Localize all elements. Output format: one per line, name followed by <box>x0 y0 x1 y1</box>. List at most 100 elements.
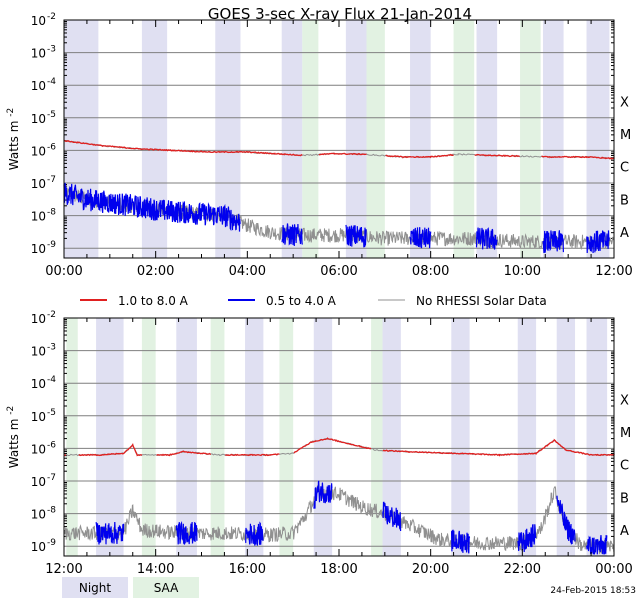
saa-band <box>453 20 475 258</box>
night-band <box>64 20 99 258</box>
panel-bottom: 10-210-310-410-510-610-710-810 -9XMCBA12:… <box>6 310 633 577</box>
y-tick-exponent: -7 <box>47 175 56 185</box>
flare-class-c: C <box>620 161 629 176</box>
series-long <box>156 450 212 457</box>
y-tick-exponent: -6 <box>47 440 56 450</box>
y-axis-title: Watts m -2 <box>6 406 21 468</box>
panel-top: 10-210-310-410-510-610-710-810 -9XMCBA00:… <box>6 12 633 279</box>
saa-band <box>279 318 294 556</box>
y-tick-exponent: -9 <box>47 538 56 548</box>
x-tick-label: 02:00 <box>137 264 174 279</box>
y-tick-exponent: -8 <box>47 208 56 218</box>
series-short <box>586 230 610 254</box>
night-band <box>586 318 608 556</box>
y-tick-label: 10 <box>31 442 46 456</box>
y-tick-exponent: -4 <box>47 77 56 87</box>
saa-band <box>520 20 541 258</box>
y-tick-label: 10 <box>31 540 46 554</box>
legend-long-label: 1.0 to 8.0 A <box>118 294 189 308</box>
x-tick-label: 00:00 <box>595 562 632 577</box>
y-tick-label: 10 <box>31 242 46 256</box>
x-tick-label: 22:00 <box>504 562 541 577</box>
flare-class-b: B <box>620 491 629 506</box>
night-band <box>451 318 470 556</box>
series-short <box>313 480 333 509</box>
legend-saa-label: SAA <box>154 581 179 595</box>
x-tick-label: 00:00 <box>45 264 82 279</box>
saa-band <box>141 318 156 556</box>
y-tick-label: 10 <box>31 312 46 326</box>
y-tick-label: 10 <box>31 47 46 61</box>
y-tick-label: 10 <box>31 377 46 391</box>
night-band <box>313 318 333 556</box>
series-short <box>586 535 608 555</box>
series-short <box>281 223 303 247</box>
x-tick-label: 12:00 <box>45 562 82 577</box>
y-tick-exponent: -2 <box>47 12 56 22</box>
series-short <box>245 521 264 546</box>
y-tick-label: 10 <box>31 210 46 224</box>
night-band <box>542 20 564 258</box>
legend-rhessi-label: No RHESSI Solar Data <box>416 294 547 308</box>
series-short <box>63 182 241 232</box>
chart-title: GOES 3-sec X-ray Flux 21-Jan-2014 <box>208 5 472 23</box>
y-tick-label: 10 <box>31 144 46 158</box>
y-tick-exponent: -4 <box>47 375 56 385</box>
saa-band <box>371 318 383 556</box>
y-tick-label: 10 <box>31 177 46 191</box>
series-short <box>542 230 564 254</box>
flare-class-c: C <box>620 459 629 474</box>
series-short <box>345 224 367 248</box>
series-long <box>63 139 303 157</box>
y-axis-title: Watts m -2 <box>6 108 21 170</box>
saa-band <box>210 318 225 556</box>
series-long <box>224 453 280 457</box>
night-band <box>345 20 367 258</box>
series-short <box>95 521 125 545</box>
y-tick-label: 10 <box>31 508 46 522</box>
x-tick-label: 04:00 <box>229 264 266 279</box>
x-tick-label: 06:00 <box>320 264 357 279</box>
night-band <box>476 20 498 258</box>
night-band <box>586 20 610 258</box>
series-long <box>293 437 372 454</box>
x-tick-label: 20:00 <box>412 562 449 577</box>
x-tick-label: 14:00 <box>137 562 174 577</box>
legend-night-box <box>62 577 128 598</box>
x-tick-label: 10:00 <box>504 264 541 279</box>
legend-shading: Night SAA <box>62 577 199 598</box>
series-long <box>385 153 454 159</box>
y-tick-exponent: -6 <box>47 142 56 152</box>
y-tick-label: 10 <box>31 345 46 359</box>
series-rhessi-gray <box>63 484 615 555</box>
series-short <box>409 227 432 249</box>
x-tick-label: 16:00 <box>229 562 266 577</box>
series-long <box>382 438 615 457</box>
x-tick-label: 12:00 <box>595 264 632 279</box>
flare-class-x: X <box>620 96 629 111</box>
saa-band <box>66 318 78 556</box>
y-tick-label: 10 <box>31 79 46 93</box>
y-tick-label: 10 <box>31 14 46 28</box>
y-tick-label: 10 <box>31 410 46 424</box>
y-tick-exponent: -5 <box>47 110 56 120</box>
y-tick-exponent: -3 <box>47 343 56 353</box>
series-long <box>318 152 367 156</box>
x-tick-label: 08:00 <box>412 264 449 279</box>
legend-channels: 1.0 to 8.0 A 0.5 to 4.0 A No RHESSI Sola… <box>80 294 547 308</box>
series-long <box>541 155 615 160</box>
night-band <box>556 318 576 556</box>
saa-band <box>302 20 319 258</box>
series-short <box>517 524 537 553</box>
night-band <box>245 318 264 556</box>
y-tick-exponent: -2 <box>47 310 56 320</box>
night-band <box>517 318 537 556</box>
series-long <box>474 153 520 158</box>
y-tick-exponent: -7 <box>47 473 56 483</box>
night-band <box>382 318 401 556</box>
saa-band <box>366 20 385 258</box>
flare-class-m: M <box>620 128 631 143</box>
night-band <box>96 318 124 556</box>
night-band <box>281 20 303 258</box>
